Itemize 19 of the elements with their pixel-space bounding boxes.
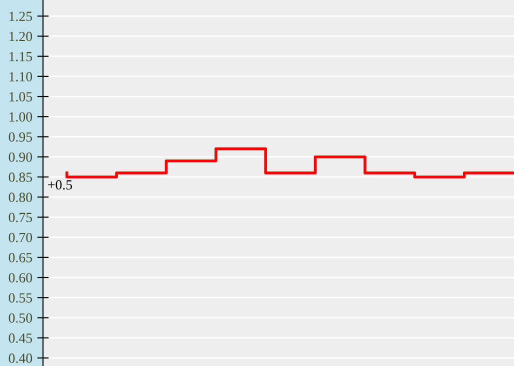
y-tick-label: 0.95 [8,132,32,142]
annotation: +0.5 [48,180,72,190]
y-tick-label: 0.90 [8,152,32,162]
y-tick-label: 0.60 [8,273,32,283]
y-tick-label: 1.20 [10,32,32,42]
y-tick-label: 1.10 [10,72,32,82]
y-tick-label: 0.65 [8,252,32,262]
y-tick-label: 0.85 [8,172,32,182]
y-tick-label: 0.50 [8,313,32,323]
y-tick-label: 1.05 [10,92,32,102]
y-tick-label: 1.25 [10,12,32,22]
y-tick-label: 0.45 [8,333,32,343]
y-tick-label: 1.00 [10,112,32,122]
y-tick-label: 0.40 [8,354,32,363]
y-tick-label: 0.70 [8,232,32,242]
y-tick-label: 1.15 [10,52,32,62]
y-tick-label: 0.55 [8,293,32,303]
y-tick-label: 0.75 [8,212,32,222]
y-tick-label: 0.80 [8,192,32,202]
